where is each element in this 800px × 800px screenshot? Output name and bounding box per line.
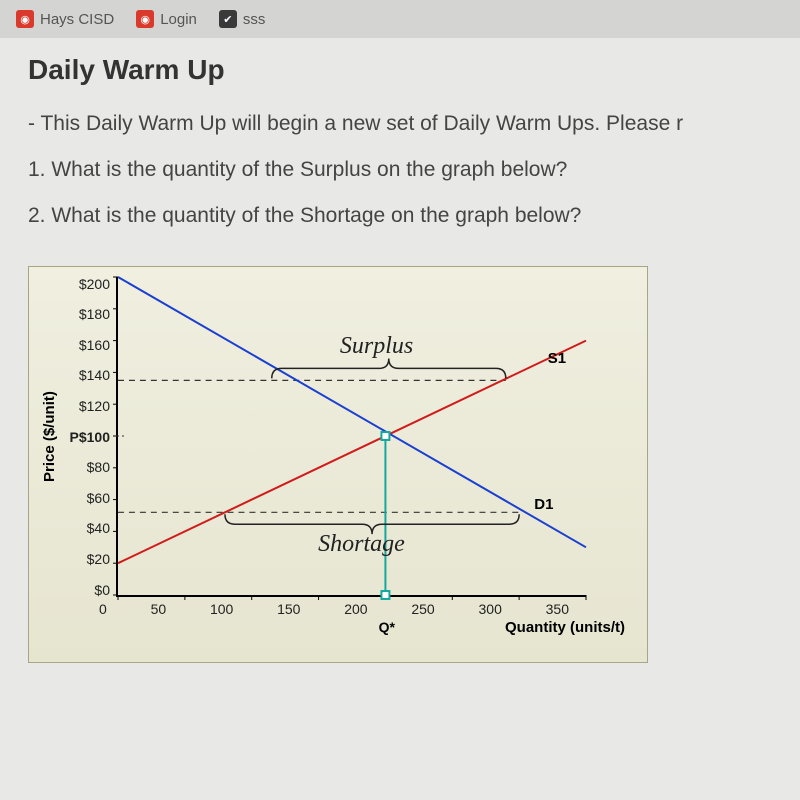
tab-label: sss — [243, 11, 266, 28]
plot-area: Surplus Shortage S1 D1 Q* — [116, 277, 586, 597]
supply-demand-chart: Price ($/unit) $200$180$160$140$120P$100… — [28, 266, 648, 663]
qstar-label: Q* — [379, 619, 395, 635]
tab-sss[interactable]: ✔ sss — [213, 6, 278, 32]
y-ticks: $200$180$160$140$120P$100$80$60$40$20$0 — [62, 277, 116, 597]
browser-tab-bar: ◉ Hays CISD ◉ Login ✔ sss — [0, 0, 800, 38]
x-ticks: 050100150200250300350 — [99, 597, 569, 617]
demand-line-label: D1 — [534, 496, 553, 513]
page-title: Daily Warm Up — [0, 38, 800, 94]
tab-label: Login — [160, 11, 197, 28]
instructions: - This Daily Warm Up will begin a new se… — [0, 94, 800, 252]
shortage-label: Shortage — [318, 531, 405, 558]
tab-label: Hays CISD — [40, 11, 114, 28]
shield-icon: ✔ — [219, 10, 237, 28]
question-2: 2. What is the quantity of the Shortage … — [28, 196, 772, 236]
x-axis-label: Quantity (units/t) — [37, 619, 625, 636]
intro-text: - This Daily Warm Up will begin a new se… — [28, 104, 772, 144]
app-icon: ◉ — [16, 10, 34, 28]
supply-line-label: S1 — [548, 350, 566, 367]
app-icon: ◉ — [136, 10, 154, 28]
surplus-label: Surplus — [340, 333, 413, 360]
question-1: 1. What is the quantity of the Surplus o… — [28, 150, 772, 190]
y-axis-label: Price ($/unit) — [37, 277, 62, 597]
tab-hays-cisd[interactable]: ◉ Hays CISD — [10, 6, 126, 32]
tab-login[interactable]: ◉ Login — [130, 6, 209, 32]
